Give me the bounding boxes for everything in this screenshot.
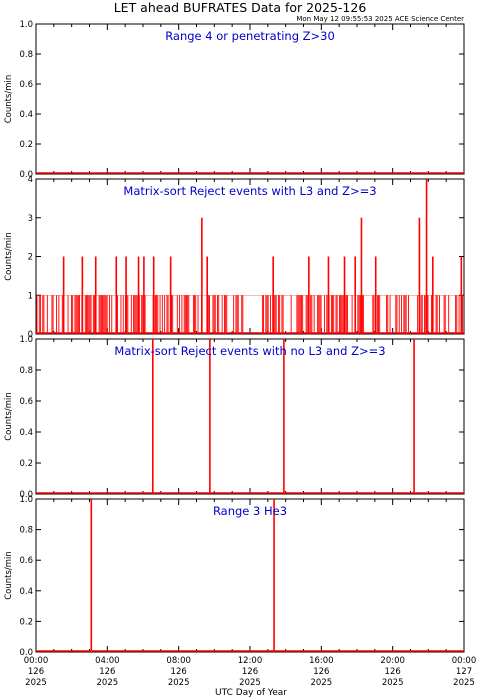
panel-frame [35,338,465,495]
x-tick-doy: 126 [242,667,258,677]
x-tick-time: 00:00 [452,656,477,666]
x-tick-year: 2025 [168,678,190,688]
y-tick-label: 1 [28,291,33,301]
y-tick-label: 1.0 [19,20,33,30]
y-tick-label: 0.8 [19,50,33,60]
x-tick-year: 2025 [239,678,261,688]
y-tick-label: 3 [28,214,33,224]
y-tick-label: 0.6 [19,397,33,407]
x-tick-doy: 126 [28,667,44,677]
panel-2: 0 1 2 3 4 Counts/min Matrix-sort Reject events… [4,175,465,340]
x-tick-time: 04:00 [95,656,120,666]
y-tick-label: 0.8 [19,526,33,536]
x-tick-doy: 126 [171,667,187,677]
panel-4: 0.0 0.2 0.4 0.6 0.8 1.0 Counts/min Range 3 He3 [4,495,465,658]
x-tick-doy: 127 [456,667,472,677]
y-axis-title: Counts/min [4,232,14,281]
x-tick-time: 08:00 [166,656,191,666]
x-axis-title: UTC Day of Year [215,688,287,698]
panel-title: Matrix-sort Reject events with no L3 and… [114,344,385,358]
x-tick-year: 2025 [97,678,119,688]
x-tick-year: 2025 [25,678,47,688]
y-tick-label: 4 [28,175,33,185]
x-tick-doy: 126 [99,667,115,677]
x-tick-time: 12:00 [238,656,263,666]
chart-main-title: LET ahead BUFRATES Data for 2025-126 [114,0,367,15]
y-axis-title: Counts/min [4,392,14,441]
y-tick-label: 0.2 [19,617,33,627]
panel-3: 0.0 0.2 0.4 0.6 0.8 1.0 Counts/min Matrix-sort … [4,335,465,500]
y-axis-title: Counts/min [4,75,14,124]
panel-title: Matrix-sort Reject events with L3 and Z>… [123,184,376,198]
x-axis-labels: 00:00126202504:00126202508:00126202512:0… [24,656,477,688]
panel-frame [35,23,465,175]
y-tick-label: 2 [28,253,33,263]
y-tick-label: 0.0 [19,490,33,500]
panel-title: Range 3 He3 [213,504,287,518]
x-tick-time: 16:00 [309,656,334,666]
x-tick-time: 20:00 [380,656,405,666]
panel-1: 0.0 0.2 0.4 0.6 0.8 1.0 Counts/min Range 4 or p… [4,20,465,180]
y-tick-label: 0.0 [19,170,33,180]
y-tick-label: 0.0 [19,648,33,658]
y-tick-label: 1.0 [19,495,33,505]
x-tick-doy: 126 [385,667,401,677]
y-tick-label: 0.6 [19,556,33,566]
y-tick-label: 0.2 [19,140,33,150]
x-tick-year: 2025 [311,678,333,688]
y-tick-label: 0.4 [19,110,33,120]
x-tick-time: 00:00 [24,656,49,666]
y-tick-label: 0.4 [19,428,33,438]
x-tick-doy: 126 [313,667,329,677]
panels-group: 0.0 0.2 0.4 0.6 0.8 1.0 Counts/min Range 4 or p… [4,20,465,658]
y-tick-label: 0 [28,330,33,340]
y-tick-label: 0.6 [19,80,33,90]
generation-timestamp: Mon May 12 09:55:53 2025 ACE Science Cen… [296,15,464,23]
y-axis-title: Counts/min [4,551,14,600]
y-tick-label: 1.0 [19,335,33,345]
x-tick-year: 2025 [453,678,475,688]
y-tick-label: 0.8 [19,366,33,376]
x-tick-year: 2025 [382,678,404,688]
panel-title: Range 4 or penetrating Z>30 [165,29,335,43]
y-tick-label: 0.2 [19,459,33,469]
panel-frame [35,498,465,653]
y-tick-label: 0.4 [19,587,33,597]
